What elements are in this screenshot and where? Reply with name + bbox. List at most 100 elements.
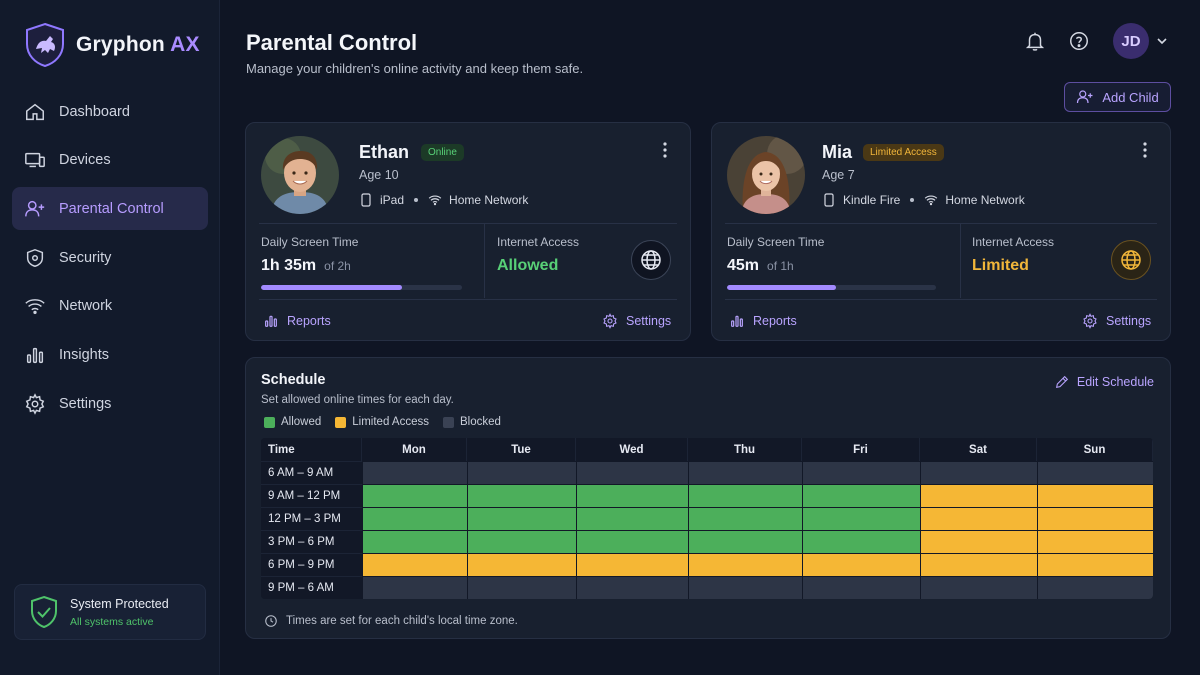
child-name: Ethan [359, 142, 410, 162]
schedule-cell[interactable] [802, 553, 920, 576]
schedule-cell[interactable] [802, 461, 920, 484]
schedule-cell[interactable] [362, 530, 467, 553]
schedule-cell[interactable] [1037, 576, 1153, 599]
schedule-cell[interactable] [688, 530, 802, 553]
schedule-cell[interactable] [920, 507, 1037, 530]
legend-limited: Limited Access [335, 416, 429, 428]
schedule-cell[interactable] [920, 461, 1037, 484]
sidebar-item-label: Settings [59, 395, 112, 412]
schedule-cell[interactable] [688, 507, 802, 530]
bar-chart-icon [265, 315, 277, 327]
schedule-header-tue: Tue [467, 438, 576, 461]
sidebar-item-dashboard[interactable]: Dashboard [12, 90, 208, 133]
schedule-cell[interactable] [362, 484, 467, 507]
sidebar-item-devices[interactable]: Devices [12, 139, 208, 182]
schedule-header-thu: Thu [688, 438, 802, 461]
schedule-cell[interactable] [362, 507, 467, 530]
reports-link[interactable]: Reports [263, 313, 331, 329]
internet-access-value: Allowed [497, 257, 559, 274]
schedule-cell[interactable] [802, 484, 920, 507]
sidebar-item-insights[interactable]: Insights [12, 333, 208, 376]
sidebar-item-security[interactable]: Security [12, 236, 208, 279]
schedule-cell[interactable] [920, 484, 1037, 507]
reports-link[interactable]: Reports [729, 313, 797, 329]
chevron-down-icon[interactable] [1156, 35, 1168, 47]
schedule-row-label: 6 PM – 9 PM [261, 553, 362, 576]
schedule-cell[interactable] [467, 484, 576, 507]
schedule-cell[interactable] [802, 507, 920, 530]
gryphon-shield-logo [26, 22, 64, 68]
schedule-grid: Time Mon Tue Wed Thu Fri Sat Sun 6 AM – 9 AM 9 AM… [261, 438, 1153, 599]
schedule-header-wed: Wed [576, 438, 688, 461]
screen-time-label: Daily Screen Time [727, 235, 825, 249]
schedule-header-fri: Fri [802, 438, 920, 461]
user-plus-icon [1077, 90, 1093, 104]
settings-link[interactable]: Settings [602, 313, 671, 329]
schedule-cell[interactable] [362, 553, 467, 576]
schedule-row-label: 9 PM – 6 AM [261, 576, 362, 599]
device-name: Kindle Fire [843, 193, 901, 207]
gear-icon [1083, 313, 1097, 329]
schedule-cell[interactable] [576, 484, 688, 507]
internet-access-toggle[interactable] [1111, 240, 1151, 280]
schedule-cell[interactable] [576, 530, 688, 553]
tablet-icon [824, 193, 834, 207]
sidebar-item-label: Devices [59, 152, 111, 169]
schedule-cell[interactable] [920, 530, 1037, 553]
schedule-cell[interactable] [1037, 461, 1153, 484]
schedule-cell[interactable] [1037, 530, 1153, 553]
schedule-cell[interactable] [576, 576, 688, 599]
sidebar-item-network[interactable]: Network [12, 285, 208, 328]
user-avatar[interactable]: JD [1113, 23, 1149, 59]
child-devices: Kindle Fire Home Network [822, 193, 1025, 207]
add-child-button[interactable]: Add Child [1064, 82, 1171, 112]
devices-icon [25, 153, 45, 168]
settings-link[interactable]: Settings [1082, 313, 1151, 329]
schedule-cell[interactable] [920, 553, 1037, 576]
sidebar-item-label: Parental Control [59, 200, 164, 217]
schedule-legend: Allowed Limited Access Blocked [264, 416, 515, 428]
bell-icon[interactable] [1024, 30, 1046, 52]
schedule-cell[interactable] [576, 507, 688, 530]
schedule-cell[interactable] [467, 507, 576, 530]
schedule-cell[interactable] [362, 461, 467, 484]
schedule-cell[interactable] [688, 553, 802, 576]
edit-schedule-button[interactable]: Edit Schedule [1054, 374, 1154, 390]
schedule-cell[interactable] [802, 530, 920, 553]
schedule-cell[interactable] [1037, 484, 1153, 507]
help-icon[interactable] [1068, 30, 1090, 52]
schedule-cell[interactable] [467, 553, 576, 576]
sidebar-item-label: Network [59, 298, 113, 315]
schedule-cell[interactable] [802, 576, 920, 599]
child-age: Age 7 [822, 168, 855, 182]
schedule-cell[interactable] [467, 576, 576, 599]
child-card-ethan: Ethan Online Age 10 iPad Home Network Da… [245, 122, 691, 341]
sidebar-item-parental-control[interactable]: Parental Control [12, 187, 208, 231]
internet-access-label: Internet Access [972, 235, 1055, 249]
schedule-cell[interactable] [688, 576, 802, 599]
schedule-header-mon: Mon [362, 438, 467, 461]
clock-icon [265, 615, 277, 627]
screen-time-value: 45m of 1h [727, 257, 794, 274]
schedule-cell[interactable] [1037, 553, 1153, 576]
sidebar-item-settings[interactable]: Settings [12, 382, 208, 425]
schedule-cell[interactable] [467, 530, 576, 553]
schedule-row-label: 6 AM – 9 AM [261, 461, 362, 484]
child-avatar [727, 136, 805, 214]
schedule-cell[interactable] [688, 461, 802, 484]
schedule-row-label: 12 PM – 3 PM [261, 507, 362, 530]
schedule-cell[interactable] [576, 553, 688, 576]
brand[interactable]: Gryphon AX [24, 22, 200, 68]
more-vertical-icon[interactable] [1142, 141, 1148, 159]
schedule-cell[interactable] [467, 461, 576, 484]
screen-time-label: Daily Screen Time [261, 235, 359, 249]
schedule-cell[interactable] [362, 576, 467, 599]
shield-icon [26, 248, 44, 267]
more-vertical-icon[interactable] [662, 141, 668, 159]
schedule-cell[interactable] [576, 461, 688, 484]
page-subtitle: Manage your children's online activity a… [246, 61, 584, 76]
schedule-cell[interactable] [1037, 507, 1153, 530]
internet-access-toggle[interactable] [631, 240, 671, 280]
schedule-cell[interactable] [688, 484, 802, 507]
schedule-cell[interactable] [920, 576, 1037, 599]
